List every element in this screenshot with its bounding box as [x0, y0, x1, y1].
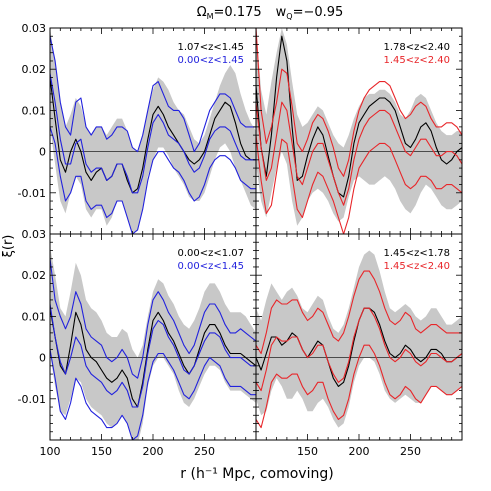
- plot-area: [256, 250, 462, 429]
- series-line-2: [256, 101, 462, 206]
- x-tick-label: 200: [143, 445, 164, 458]
- plot-area: [256, 28, 462, 234]
- x-tick-label: 200: [349, 445, 370, 458]
- x-axis-label: r (h⁻¹ Mpc, comoving): [180, 466, 333, 482]
- legend-entry: 1.45<z<2.40: [383, 55, 450, 66]
- legend-entry: 0.00<z<1.45: [177, 55, 244, 66]
- plot-area: [50, 28, 256, 234]
- series-line-2: [256, 307, 462, 392]
- y-tick-label: 0.01: [22, 310, 47, 323]
- panel-top-right: 1.78<z<2.40 1.45<z<2.40: [255, 27, 463, 235]
- variance-band: [256, 28, 462, 226]
- y-tick-label: 0.01: [22, 104, 47, 117]
- legend-entry: 0.00<z<1.45: [177, 261, 244, 272]
- series-line-1: [256, 270, 462, 355]
- x-tick-label: 150: [91, 445, 112, 458]
- y-tick-label: 0: [39, 146, 46, 159]
- figure-title: ΩM=0.175 wQ=−0.95: [197, 5, 344, 21]
- panel-bottom-right: 150 200 250 1.45<z<1.78 1.45<z<2.40: [255, 233, 463, 458]
- series-line-0: [256, 35, 462, 198]
- y-tick-label: 0.02: [22, 63, 47, 76]
- y-tick-label: 0: [39, 352, 46, 365]
- series-line-2: [50, 303, 256, 408]
- title-w-value: =−0.95: [293, 5, 344, 20]
- legend-entry: 0.00<z<1.07: [177, 248, 244, 259]
- legend-entry: 1.07<z<1.45: [177, 42, 244, 53]
- series-line-3: [256, 344, 462, 429]
- legend-entry: 1.45<z<1.78: [383, 248, 450, 259]
- series-line-0: [50, 308, 256, 408]
- panels-group: 0.03 0.02 0.01 0 -0.01 1.07<z<1.45 0.00<z<1.45…: [18, 22, 463, 458]
- y-tick-label: -0.01: [18, 187, 46, 200]
- y-axis-label: ξ(r): [1, 235, 16, 258]
- variance-band: [50, 28, 256, 234]
- y-tick-label: 0.03: [22, 22, 47, 35]
- plot-area: [50, 246, 256, 440]
- x-tick-label: 250: [400, 445, 421, 458]
- series-line-1: [50, 258, 256, 379]
- x-tick-label: 150: [297, 445, 318, 458]
- series-line-3: [256, 135, 462, 234]
- x-tick-label: 100: [40, 445, 61, 458]
- title-w-subscript: Q: [286, 12, 292, 21]
- series-line-3: [50, 349, 256, 440]
- x-tick-label: 250: [194, 445, 215, 458]
- title-omega: Ω: [197, 5, 207, 20]
- series-line-1: [50, 36, 256, 153]
- panel-bottom-left: 0.03 0.02 0.01 0 -0.01 100 150 200 250 0.00<z<1.0…: [18, 228, 257, 458]
- variance-band: [256, 250, 462, 428]
- series-line-1: [256, 28, 462, 177]
- y-tick-label: 0.03: [22, 228, 47, 241]
- series-line-2: [50, 73, 256, 194]
- panel-top-left: 0.03 0.02 0.01 0 -0.01 1.07<z<1.45 0.00<z<1.45: [18, 22, 257, 235]
- legend-entry: 1.45<z<2.40: [383, 261, 450, 272]
- series-line-0: [50, 77, 256, 194]
- y-tick-label: -0.01: [18, 393, 46, 406]
- legend-entry: 1.78<z<2.40: [383, 42, 450, 53]
- variance-band: [50, 246, 256, 440]
- series-line-3: [50, 126, 256, 234]
- title-omega-value: =0.175: [214, 5, 262, 20]
- y-tick-label: 0.02: [22, 269, 47, 282]
- title-w: w: [276, 5, 287, 20]
- title-omega-subscript: M: [207, 12, 214, 21]
